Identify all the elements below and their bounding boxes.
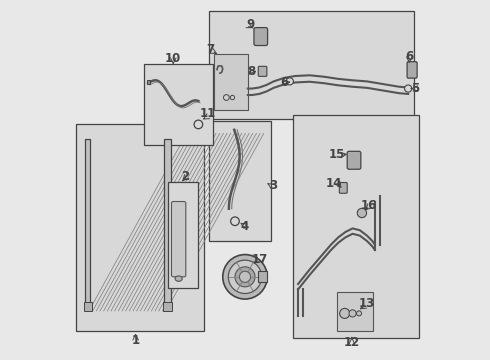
Bar — [209, 12, 414, 119]
Bar — [337, 292, 373, 331]
Circle shape — [349, 310, 356, 317]
Bar — [147, 80, 150, 84]
FancyBboxPatch shape — [254, 28, 268, 45]
Bar — [214, 54, 248, 110]
Circle shape — [223, 95, 229, 100]
FancyBboxPatch shape — [258, 66, 267, 76]
Bar — [293, 116, 419, 338]
Text: 6: 6 — [280, 76, 289, 89]
Circle shape — [231, 217, 239, 226]
Bar — [164, 139, 171, 307]
Circle shape — [340, 309, 350, 319]
Bar — [258, 271, 268, 282]
Bar — [163, 302, 172, 311]
Text: 5: 5 — [411, 82, 419, 95]
Text: 13: 13 — [359, 297, 375, 310]
Text: 3: 3 — [270, 179, 278, 192]
Bar — [85, 139, 90, 307]
FancyBboxPatch shape — [172, 202, 186, 277]
Bar — [84, 302, 92, 311]
Circle shape — [235, 267, 255, 287]
Text: 15: 15 — [329, 148, 345, 161]
Text: 2: 2 — [181, 170, 189, 183]
FancyBboxPatch shape — [347, 151, 361, 169]
Text: 16: 16 — [361, 199, 377, 212]
Circle shape — [223, 255, 267, 299]
Circle shape — [230, 95, 235, 100]
Bar — [168, 182, 198, 288]
Bar — [76, 125, 204, 330]
Circle shape — [357, 208, 367, 218]
Circle shape — [228, 260, 262, 293]
Text: 1: 1 — [131, 334, 140, 347]
Text: 8: 8 — [247, 65, 255, 78]
FancyBboxPatch shape — [339, 183, 347, 193]
Circle shape — [240, 271, 250, 282]
Circle shape — [357, 311, 362, 316]
Text: 4: 4 — [241, 220, 249, 233]
Bar — [209, 121, 271, 241]
Text: 14: 14 — [326, 177, 342, 190]
Circle shape — [194, 120, 203, 129]
Circle shape — [286, 78, 294, 85]
Text: 7: 7 — [206, 42, 214, 55]
Text: 10: 10 — [165, 51, 181, 64]
Ellipse shape — [175, 276, 182, 281]
Text: 12: 12 — [344, 336, 360, 349]
Text: 11: 11 — [200, 107, 216, 120]
Text: 6: 6 — [405, 50, 414, 63]
Bar — [144, 64, 213, 145]
Circle shape — [405, 85, 412, 92]
FancyBboxPatch shape — [407, 62, 417, 78]
Text: 17: 17 — [251, 253, 268, 266]
Text: 9: 9 — [246, 18, 255, 31]
